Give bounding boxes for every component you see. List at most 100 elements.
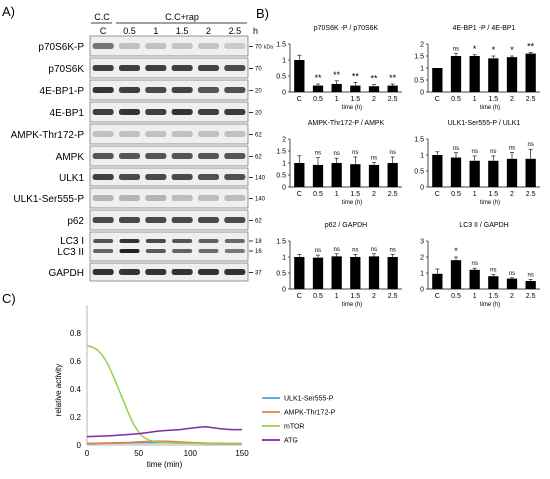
significance-label: ns — [471, 149, 477, 155]
y-tick-label: 1.5 — [276, 149, 286, 156]
x-axis-label: time (h) — [480, 200, 500, 206]
x-tick-label: 2 — [510, 191, 514, 198]
y-tick-label: 1 — [282, 161, 286, 168]
bar — [432, 155, 443, 187]
blot-band — [118, 43, 141, 49]
significance-label: ns — [333, 247, 339, 253]
significance-label: ns — [389, 247, 395, 253]
bar — [506, 158, 518, 187]
blot-row-label: 4E-BP1-P — [40, 86, 85, 97]
blot-row: 4E-BP1 20 — [50, 101, 262, 123]
bar — [294, 60, 305, 92]
x-tick-label: 2.5 — [388, 191, 398, 198]
significance-label: ns — [490, 149, 496, 155]
blot-band — [171, 109, 193, 115]
blot-band — [92, 269, 114, 275]
significance-label: ns — [509, 145, 515, 151]
bar-chart: AMPK-Thr172-P / AMPK 0 0.5 1 1.5 2 Cns 0.5 ns 1 ns… — [276, 120, 402, 206]
y-tick-label: 0.5 — [276, 173, 286, 180]
x-tick-label: 1.5 — [488, 293, 498, 300]
mw-label: 62 — [255, 219, 262, 225]
blot-strip — [89, 123, 249, 145]
bar — [368, 256, 380, 289]
significance-label: ** — [527, 41, 535, 51]
blot-row: AMPK 62 — [56, 145, 262, 167]
significance-label: ns — [453, 47, 459, 53]
significance-label: * — [492, 45, 496, 55]
bar — [525, 158, 536, 187]
line-chart-panel: 0 0.2 0.4 0.6 0.8 0 50 100 150 time (min) relative… — [54, 305, 336, 469]
x-tick-label: 0.5 — [451, 191, 461, 198]
lane-label: 1.5 — [176, 26, 189, 36]
x-tick-label: 2 — [372, 191, 376, 198]
x-tick-label: 1 — [335, 96, 339, 103]
series-line — [86, 426, 242, 438]
y-tick-label: 0.8 — [70, 329, 82, 338]
blot-row: p70S6K-P 70 kDa — [38, 35, 273, 57]
blot-band — [145, 269, 167, 275]
blot-row: GAPDH 37 — [48, 262, 262, 282]
x-tick-label: 2 — [372, 96, 376, 103]
blot-band — [224, 87, 246, 93]
blot-row: p62 62 — [67, 209, 262, 231]
chart-title: p62 / GAPDH — [325, 222, 367, 229]
blot-band — [145, 131, 167, 137]
y-tick-label: 0.2 — [70, 413, 82, 422]
bar — [488, 58, 499, 92]
bar — [294, 163, 305, 187]
blot-band — [118, 269, 141, 275]
blot-row: p70S6K 70 — [48, 57, 262, 79]
y-tick-label: 3 — [420, 239, 424, 246]
lane-label: C — [100, 26, 107, 36]
blot-band — [118, 217, 141, 223]
y-tick-label: 0.5 — [276, 271, 286, 278]
y-tick-label: 0.5 — [414, 169, 424, 176]
blot-band — [197, 269, 220, 275]
chart-title: p70S6K -P / p70S6K — [314, 25, 379, 32]
bar — [294, 257, 305, 289]
x-tick-label: C — [435, 293, 440, 300]
x-tick-label: 0.5 — [451, 293, 461, 300]
blot-band — [118, 131, 141, 137]
blot-row: ULK1-Ser555-P 140 — [13, 187, 266, 209]
blot-band — [171, 269, 193, 275]
x-tick-label: 1.5 — [350, 96, 360, 103]
x-axis-label: time (h) — [480, 302, 500, 308]
blot-band — [92, 153, 114, 159]
y-tick-label: 0 — [77, 441, 82, 450]
blot-strip — [89, 101, 249, 123]
blot-row-label: LC3 II — [57, 247, 84, 258]
lane-label: 0.5 — [123, 26, 136, 36]
blot-band — [197, 65, 220, 71]
significance-label: ns — [371, 247, 377, 253]
blot-row-label: ULK1-Ser555-P — [13, 194, 84, 205]
x-tick-label: 0.5 — [313, 96, 323, 103]
mw-label: 20 — [255, 89, 262, 95]
blot-band — [145, 174, 167, 180]
bar — [506, 278, 518, 289]
x-tick-label: 0.5 — [451, 96, 461, 103]
bar — [350, 164, 361, 187]
blot-band — [224, 249, 245, 253]
blot-band — [224, 43, 246, 49]
blot-band — [93, 239, 114, 243]
blot-strip — [89, 209, 249, 231]
significance-label: ns — [315, 151, 321, 157]
chart-title: 4E-BP1 -P / 4E-BP1 — [453, 25, 516, 32]
mw-label: 140 — [255, 176, 266, 182]
legend-entry: ULK1-Ser555-P — [284, 396, 334, 403]
y-tick-label: 1 — [420, 66, 424, 73]
significance-label: ** — [333, 70, 341, 80]
blot-strip — [89, 231, 249, 262]
blot-band — [224, 239, 245, 243]
blot-band — [198, 239, 219, 243]
significance-label: ns — [371, 156, 377, 162]
bar — [312, 257, 324, 289]
significance-label: ns — [527, 272, 533, 278]
bar — [368, 164, 380, 187]
blot-band — [118, 174, 141, 180]
bar — [312, 164, 324, 187]
bar — [432, 68, 443, 92]
